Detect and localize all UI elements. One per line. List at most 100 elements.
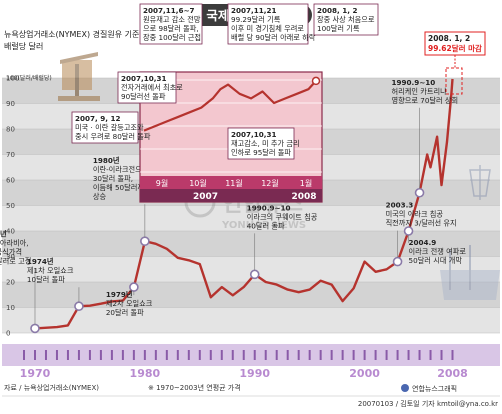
y-tick-labels: 0 10 20 30 40 50 60 70 80 90 100 bbox=[6, 75, 19, 338]
inset-annotation-text: 2007, 9, 12 bbox=[75, 114, 120, 123]
inset-year-band bbox=[140, 189, 322, 202]
inset-month-labels: 9월 10월 11월 12월 1월 bbox=[156, 178, 312, 188]
background-stripe bbox=[2, 282, 500, 308]
decade-label: 1970 bbox=[20, 367, 51, 380]
inset-year-2007: 2007 bbox=[193, 192, 218, 202]
inset-annotation-box bbox=[117, 71, 177, 104]
annotation-text: 상승 bbox=[93, 192, 107, 201]
agency-name: 연합뉴스그래픽 bbox=[412, 384, 457, 393]
inset-month-label: 12월 bbox=[261, 178, 279, 188]
oil-pump-illustration bbox=[58, 52, 100, 101]
inset-annotation-text: 2007,10,31 bbox=[121, 74, 166, 83]
inset-annotation-text: 중시 우려로 80달러 돌파 bbox=[75, 132, 151, 141]
annotation-markers bbox=[30, 187, 425, 334]
inset-end-marker bbox=[311, 76, 321, 86]
inset-annotation-text: 2007,10,31 bbox=[231, 130, 276, 139]
decade-label: 2008 bbox=[437, 367, 468, 380]
annotation-text: 1970년 bbox=[0, 229, 7, 238]
background-stripe bbox=[2, 231, 500, 257]
y-axis-unit: 100(달러/배럴당) bbox=[6, 74, 52, 82]
inset-annotation-text: 2008, 1, 2 bbox=[317, 6, 357, 15]
inset-annotation-text: 미국 · 이란 갈등고조와 bbox=[75, 123, 144, 132]
annotation-text: 이듬해 50달러까지 bbox=[93, 183, 151, 192]
subtitle-line-1: 뉴욕상업거래소(NYMEX) 경질원유 기준 bbox=[4, 29, 139, 39]
inset-annotation-text: 인하로 95달러 돌파 bbox=[231, 148, 291, 157]
decade-label: 2000 bbox=[349, 367, 380, 380]
inset-annotation-text: 99.29달러 기록 bbox=[231, 15, 281, 24]
annotation-text: 영향으로 70달러 상회 bbox=[392, 96, 459, 105]
annotation-text: 허리케인 카트리나 bbox=[392, 87, 448, 96]
background-stripe bbox=[2, 307, 500, 333]
annotation-text: 미국의 이라크 침공 bbox=[386, 210, 444, 219]
inset-month-band bbox=[140, 176, 322, 189]
inset-annotation-text: 장중 사상 처음으로 bbox=[317, 15, 375, 24]
annotation-marker bbox=[30, 323, 40, 334]
annotation-text: 2003.3 bbox=[386, 201, 414, 210]
annotation-marker bbox=[74, 301, 84, 312]
timeline-decade-labels: 1970 1980 1990 2000 2008 bbox=[20, 367, 468, 380]
main-price-line bbox=[34, 78, 454, 330]
timeline-year-ticks bbox=[23, 350, 454, 360]
y-tick-label: 70 bbox=[6, 151, 15, 159]
inset-annotation-box bbox=[227, 3, 309, 45]
inset-annotation-box bbox=[227, 127, 295, 160]
annotation-text: 직전까지 3/달러선 유지 bbox=[386, 219, 457, 228]
annotation-text: 20달러 돌파 bbox=[106, 308, 144, 317]
annotation-text: 제1차 오일쇼크 bbox=[27, 266, 74, 275]
decade-label: 1990 bbox=[239, 367, 270, 380]
inset-annotation-text: 원유재고 감소 전망 bbox=[143, 15, 201, 24]
annotation-text: 사우디아라비아, bbox=[0, 238, 29, 247]
annotation-text: 1974년 bbox=[27, 257, 54, 266]
inset-annotation-text: 2007,11,21 bbox=[231, 6, 276, 15]
inset-annotation-text: 재고감소, 미 추가 금리 bbox=[231, 139, 300, 148]
inset-annotation-text: 2007,11,6~7 bbox=[143, 6, 195, 15]
annotation-marker bbox=[249, 269, 260, 280]
inset-month-label: 9월 bbox=[156, 178, 168, 188]
annotation-text: 1990.9~10 bbox=[247, 203, 291, 212]
y-tick-label: 100 bbox=[6, 75, 19, 83]
oil-derrick-illustration bbox=[440, 165, 500, 300]
y-tick-label: 80 bbox=[6, 126, 15, 134]
annotation-marker bbox=[414, 187, 425, 198]
annotation-text: 1979년 bbox=[106, 290, 133, 299]
inset-annotation-text: 장중 100달러 근접 bbox=[143, 33, 201, 42]
agency-logo: 연합뉴스그래픽 bbox=[401, 384, 457, 393]
annotation-text: 이라크 전쟁 여파로 bbox=[409, 247, 467, 256]
footnote: ※ 1970~2003년 연평균 가격 bbox=[148, 383, 241, 392]
annotation-text: 이라크의 쿠웨이트 침공 bbox=[247, 212, 318, 221]
inset-annotation-box bbox=[71, 111, 139, 144]
inset-month-label: 1월 bbox=[300, 178, 312, 188]
annotation-text: 10달러 돌파 bbox=[27, 275, 65, 284]
annotation-text: 50달러 시대 개막 bbox=[409, 256, 463, 265]
annotation-text: 1980년 bbox=[93, 156, 120, 165]
y-tick-label: 50 bbox=[6, 202, 15, 210]
inset-annotation-box bbox=[139, 3, 203, 45]
y-tick-label: 0 bbox=[6, 330, 10, 338]
inset-annotation-text: 이후 미 경기침체 우려로 bbox=[231, 24, 304, 33]
inset-annotation-text: 으로 98달러 돌파, bbox=[143, 24, 199, 33]
annotation-text: 제2차 오일쇼크 bbox=[106, 299, 153, 308]
decade-label: 1980 bbox=[130, 367, 161, 380]
record-date: 2008. 1, 2 bbox=[428, 34, 470, 43]
y-tick-label: 10 bbox=[6, 304, 15, 312]
annotation-text: 이란-이라크전으로 bbox=[93, 165, 149, 174]
inset-price-line bbox=[143, 80, 317, 132]
y-tick-label: 60 bbox=[6, 177, 15, 185]
inset-annotation-text: 배럴 당 90달러 아래로 하락 bbox=[231, 33, 316, 42]
record-callout: 2008. 1, 2 99.62달러 마감 bbox=[424, 31, 486, 95]
timeline-band bbox=[2, 344, 500, 366]
y-tick-label: 90 bbox=[6, 100, 15, 108]
inset-annotation-text: 전자거래에서 최초로 bbox=[121, 83, 183, 92]
annotation-text: 30달러 돌파, bbox=[93, 174, 133, 183]
y-tick-label: 40 bbox=[6, 228, 15, 236]
annotation-marker bbox=[403, 226, 414, 236]
inset-month-label: 10월 bbox=[189, 178, 207, 188]
subtitle-line-2: 배럴당 달러 bbox=[4, 41, 43, 51]
inset-annotation-box bbox=[313, 3, 379, 36]
y-tick-label: 20 bbox=[6, 279, 15, 287]
credit-line: 20070103 / 김토일 기자 kmtoil@yna.co.kr bbox=[358, 399, 498, 408]
